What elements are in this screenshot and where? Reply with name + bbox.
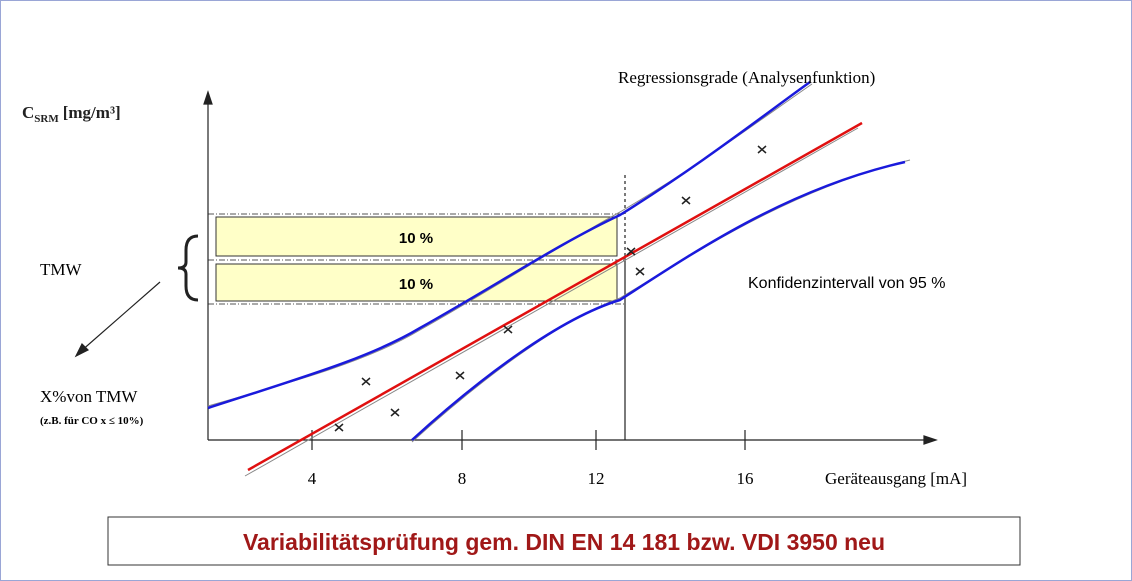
x-tick-label: 16: [737, 469, 754, 488]
axes: [74, 90, 938, 450]
y-axis-label: CSRM [mg/m³]: [22, 103, 121, 125]
x-axis-label: Geräteausgang [mA]: [825, 469, 967, 488]
x-tick-label: 8: [458, 469, 467, 488]
tmw-label: TMW: [40, 260, 83, 279]
brace: [177, 234, 199, 302]
confidence-label: Konfidenzintervall von 95 %: [748, 275, 945, 292]
example-label: (z.B. für CO x ≤ 10%): [40, 415, 144, 427]
box-label: 10 %: [399, 230, 433, 247]
x-tick-label: 4: [308, 469, 317, 488]
x-percent-label: X%von TMW: [40, 387, 138, 406]
curves: [207, 80, 911, 477]
x-tick-label: 12: [588, 469, 605, 488]
box-label: 10 %: [399, 276, 433, 293]
caption: Variabilitätsprüfung gem. DIN EN 14 181 …: [243, 529, 885, 555]
upper-box: [215, 216, 618, 257]
dash-dot-lines: [208, 213, 625, 305]
caption-box: [107, 516, 1021, 566]
lower-box: [215, 263, 618, 302]
regression-label: Regressionsgrade (Analysenfunktion): [618, 68, 875, 87]
data-points: [334, 145, 767, 432]
